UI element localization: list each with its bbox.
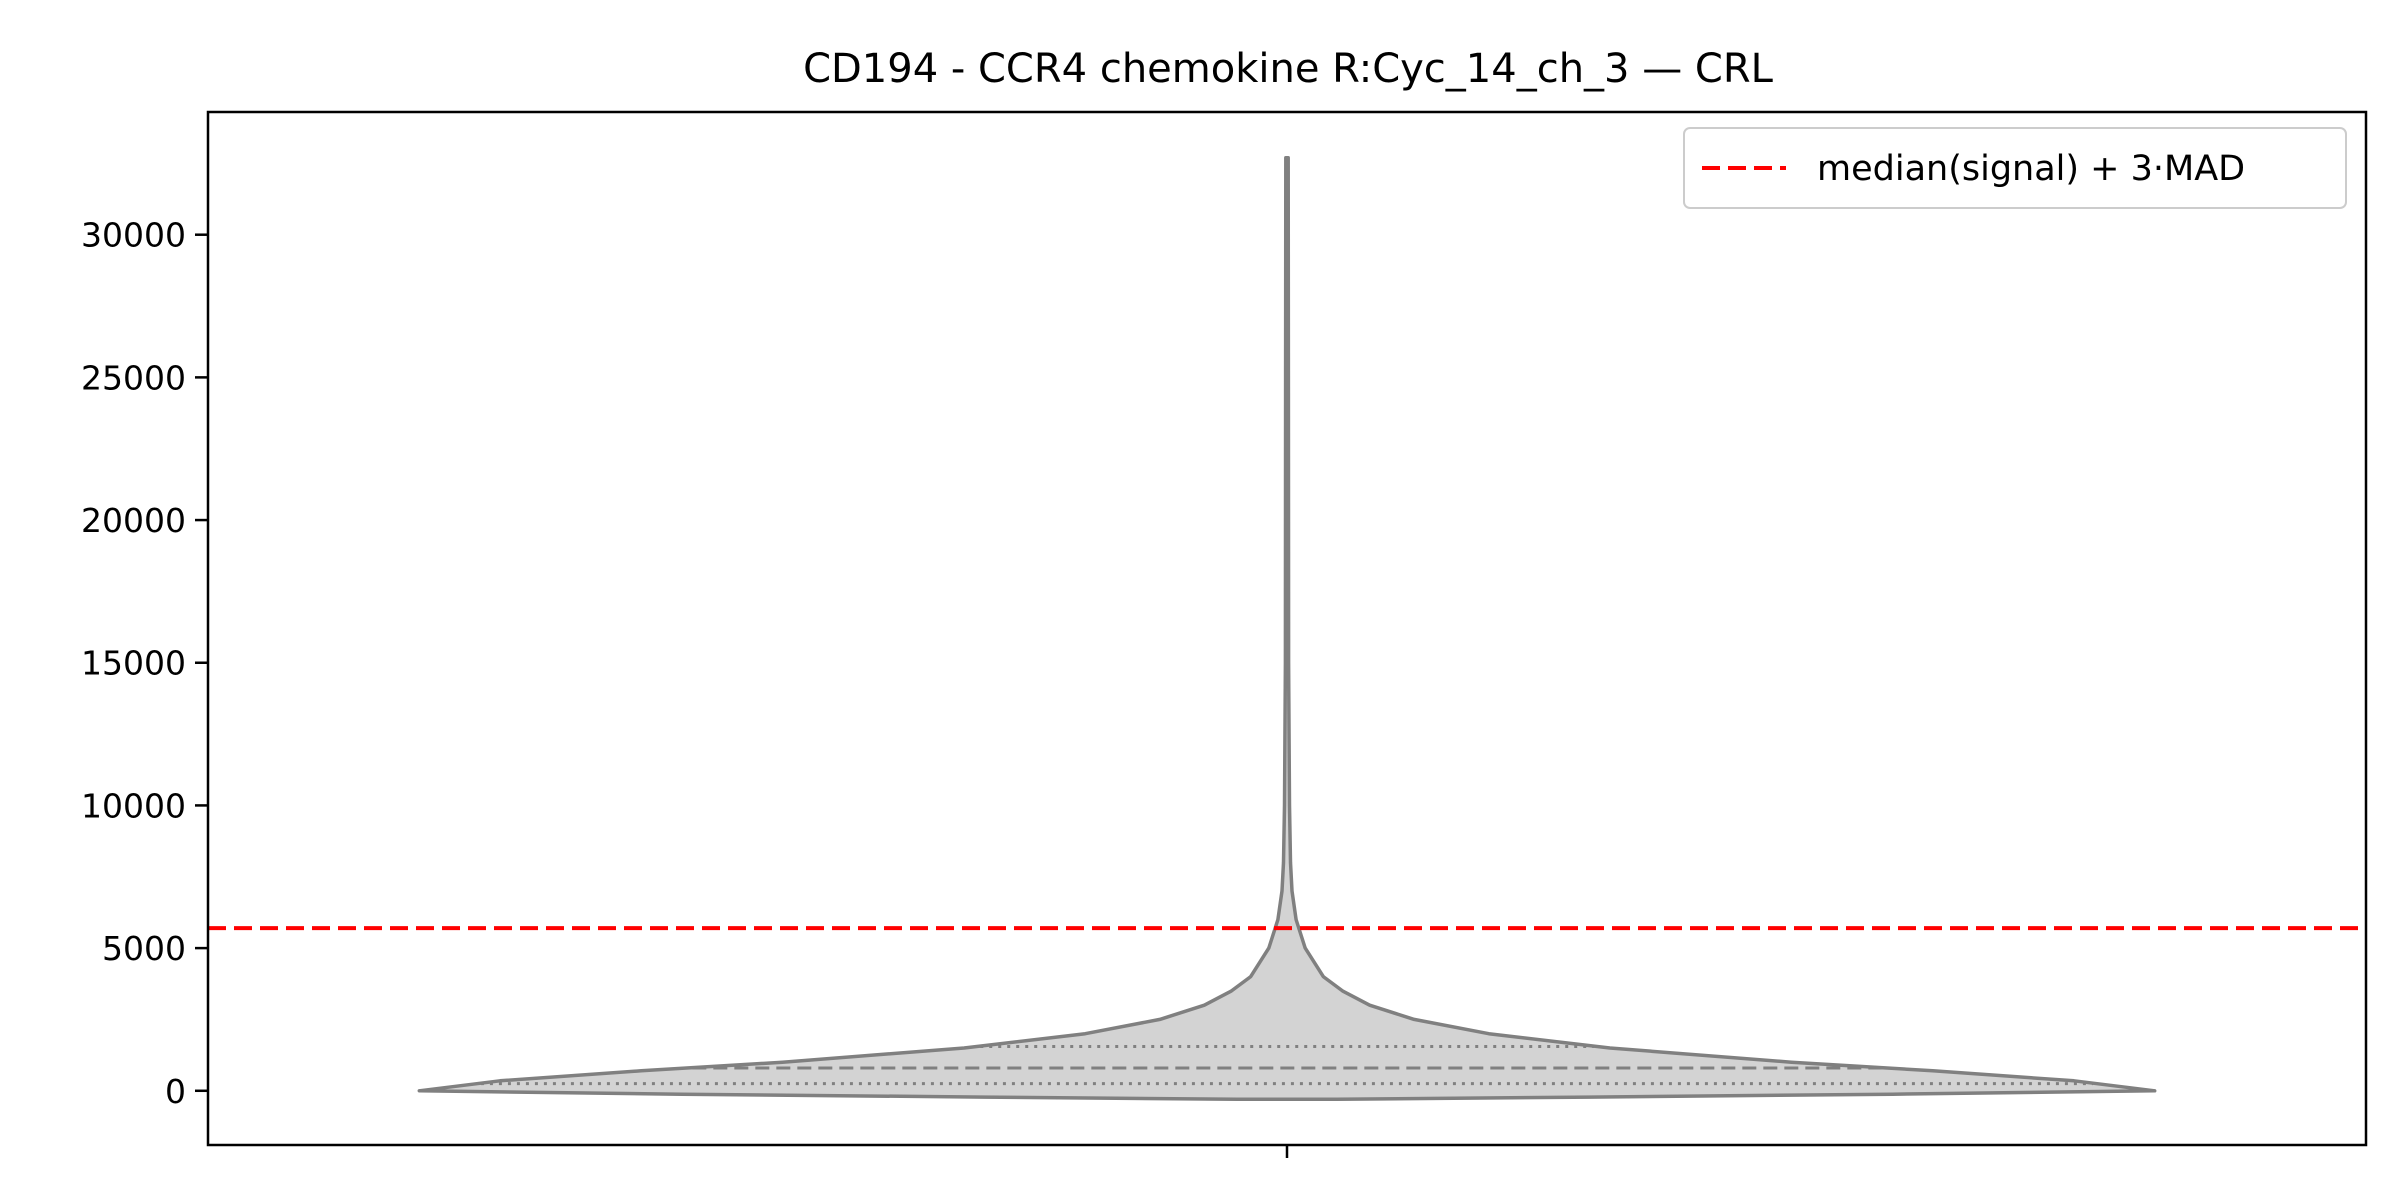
- chart-title: CD194 - CCR4 chemokine R:Cyc_14_ch_3 — C…: [803, 46, 1774, 92]
- y-tick-label: 15000: [81, 644, 186, 683]
- plot-area: [208, 155, 2366, 1102]
- y-tick-label: 30000: [81, 216, 186, 255]
- legend: median(signal) + 3·MAD: [1683, 127, 2347, 209]
- violin-body: [417, 155, 2157, 1102]
- y-axis: 0 5000 10000 15000 20000 25000 30000: [81, 216, 208, 1111]
- legend-box: [1683, 127, 2347, 209]
- y-tick-label: 20000: [81, 501, 186, 540]
- y-tick-label: 10000: [81, 786, 186, 825]
- y-tick-label: 25000: [81, 358, 186, 397]
- y-tick-label: 0: [165, 1072, 186, 1111]
- legend-label: median(signal) + 3·MAD: [1817, 149, 2245, 189]
- y-tick-label: 5000: [102, 929, 186, 968]
